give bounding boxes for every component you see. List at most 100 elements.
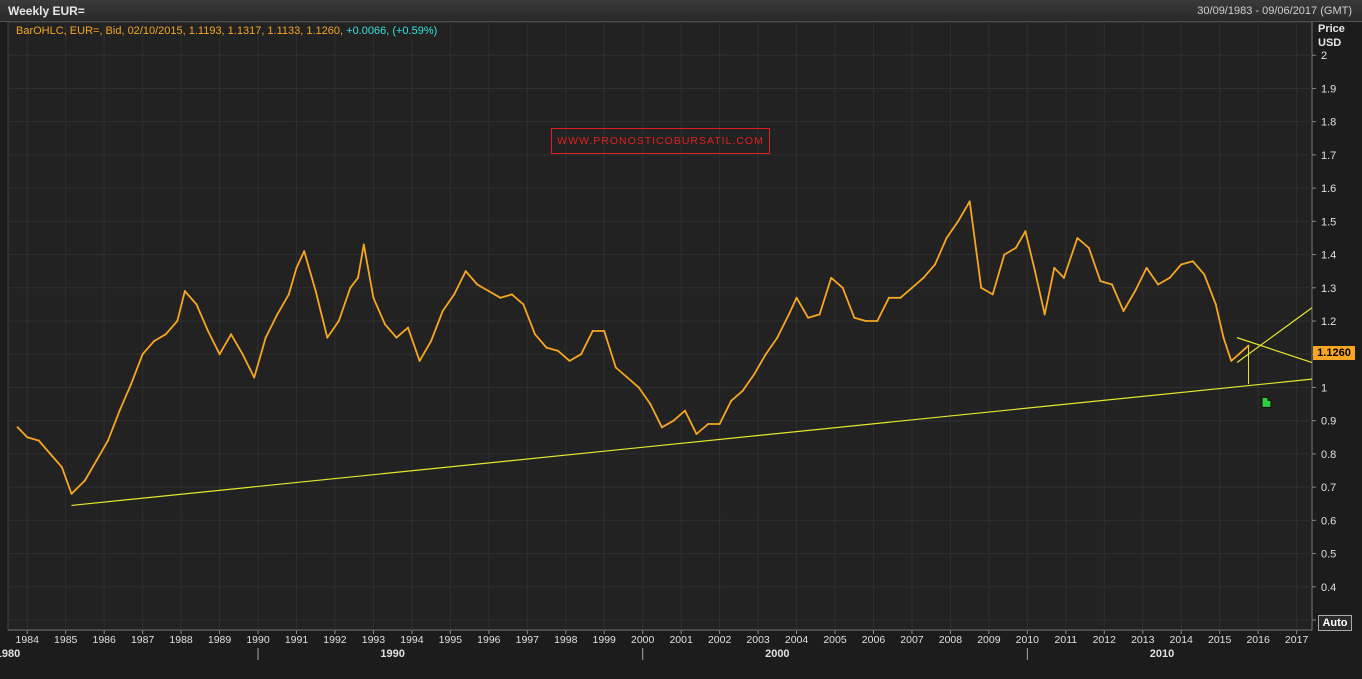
price-point <box>787 313 790 316</box>
price-point <box>533 333 536 336</box>
trendline <box>1236 337 1313 364</box>
price-point <box>614 366 617 369</box>
x-tick-label: 2002 <box>708 634 732 646</box>
price-point <box>1247 344 1250 347</box>
price-point <box>207 329 210 332</box>
price-point <box>934 263 937 266</box>
axis-unit: USD <box>1318 37 1342 49</box>
price-point <box>718 423 721 426</box>
x-tick-label: 2001 <box>669 634 693 646</box>
x-tick-label: 1984 <box>16 634 40 646</box>
y-tick-label: 2 <box>1321 50 1327 62</box>
price-point <box>383 323 386 326</box>
price-point <box>1043 313 1046 316</box>
price-point <box>487 290 490 293</box>
price-point <box>176 320 179 323</box>
y-tick-label: 0.8 <box>1321 449 1336 461</box>
x-tick-label: 2012 <box>1093 634 1117 646</box>
x-tick-label: 1987 <box>131 634 155 646</box>
price-point <box>991 293 994 296</box>
price-point <box>314 290 317 293</box>
price-point <box>1062 276 1065 279</box>
price-point <box>864 320 867 323</box>
price-point <box>441 310 444 313</box>
x-tick-label: 2007 <box>900 634 924 646</box>
series-legend: BarOHLC, EUR=, Bid, 02/10/2015, 1.1193, … <box>16 25 437 37</box>
price-point <box>70 492 73 495</box>
x-tick-label: 2016 <box>1246 634 1270 646</box>
price-point <box>899 296 902 299</box>
price-point <box>1003 253 1006 256</box>
x-decade-label: 1980 <box>0 648 20 660</box>
price-point <box>1230 359 1233 362</box>
price-point <box>1180 263 1183 266</box>
price-point <box>183 290 186 293</box>
watermark: WWW.PRONOSTICOBURSATIL.COM <box>551 128 770 154</box>
price-point <box>372 296 375 299</box>
price-point <box>60 466 63 469</box>
price-point <box>672 419 675 422</box>
x-tick-label: 1991 <box>285 634 309 646</box>
price-point <box>853 316 856 319</box>
price-point <box>107 439 110 442</box>
price-point <box>362 243 365 246</box>
y-tick-label: 1.4 <box>1321 250 1336 262</box>
price-point <box>730 399 733 402</box>
y-tick-label: 0.6 <box>1321 515 1336 527</box>
x-tick-label: 1999 <box>593 634 617 646</box>
x-tick-label: 1986 <box>92 634 116 646</box>
price-point <box>26 436 29 439</box>
price-point <box>660 426 663 429</box>
price-point <box>1157 283 1160 286</box>
y-tick-label: 1.5 <box>1321 216 1336 228</box>
price-point <box>841 286 844 289</box>
x-tick-label: 1992 <box>323 634 347 646</box>
price-point <box>464 270 467 273</box>
trendline <box>71 378 1313 507</box>
last-price-tag: 1.1260 <box>1313 346 1355 360</box>
x-tick-label: 1994 <box>400 634 424 646</box>
x-tick-label: 2008 <box>939 634 963 646</box>
price-point <box>295 266 298 269</box>
price-point <box>16 426 19 429</box>
x-tick-label: 2010 <box>1016 634 1040 646</box>
price-point <box>1110 283 1113 286</box>
price-point <box>118 409 121 412</box>
price-point <box>287 293 290 296</box>
price-point <box>741 389 744 392</box>
price-point <box>418 359 421 362</box>
price-point <box>764 353 767 356</box>
price-point <box>910 286 913 289</box>
x-tick-label: 2014 <box>1170 634 1194 646</box>
price-point <box>241 353 244 356</box>
date-range: 30/09/1983 - 09/06/2017 (GMT) <box>1197 5 1352 17</box>
price-series-line <box>16 200 1250 495</box>
price-point <box>1203 273 1206 276</box>
price-point <box>1099 280 1102 283</box>
hand-pointer-icon <box>1261 396 1272 408</box>
price-point <box>49 452 52 455</box>
price-point <box>545 346 548 349</box>
y-tick-label: 1.8 <box>1321 117 1336 129</box>
price-point <box>957 220 960 223</box>
y-tick-label: 0.9 <box>1321 416 1336 428</box>
price-point <box>1222 336 1225 339</box>
price-point <box>753 373 756 376</box>
price-point <box>337 320 340 323</box>
price-point <box>1076 236 1079 239</box>
x-tick-label: 2004 <box>785 634 809 646</box>
price-point <box>326 336 329 339</box>
price-point <box>153 339 156 342</box>
price-point <box>980 286 983 289</box>
y-tick-label: 1.7 <box>1321 150 1336 162</box>
auto-scale-button[interactable]: Auto <box>1318 615 1352 631</box>
x-decade-label: 2010 <box>1150 648 1174 660</box>
x-decade-label: 2000 <box>765 648 789 660</box>
price-point <box>818 313 821 316</box>
price-point <box>264 336 267 339</box>
price-point <box>1214 303 1217 306</box>
price-point <box>922 276 925 279</box>
price-point <box>499 296 502 299</box>
price-point <box>1087 246 1090 249</box>
